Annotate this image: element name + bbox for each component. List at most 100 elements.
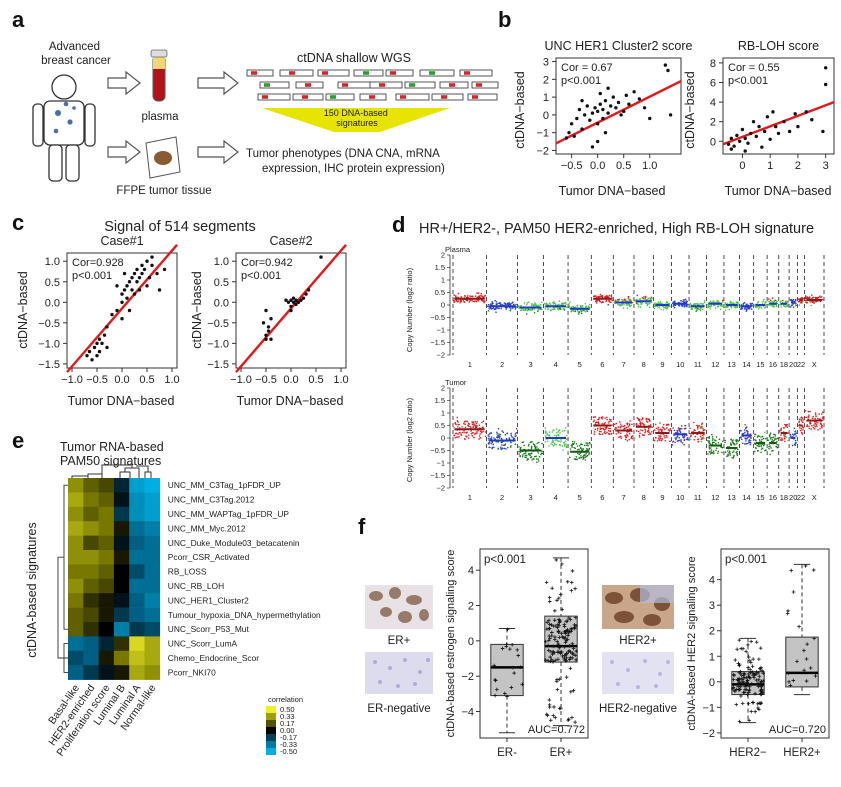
data-point (740, 701, 745, 706)
cn-point (457, 421, 459, 423)
cn-point (593, 433, 596, 435)
data-point (127, 308, 132, 313)
plot-frame (555, 57, 682, 155)
data-point (598, 91, 602, 96)
data-point (748, 667, 752, 672)
cn-point (499, 302, 501, 305)
panel-letter-c: c (12, 210, 24, 235)
data-point (547, 618, 551, 623)
cn-point (527, 445, 530, 447)
cn-point (487, 303, 490, 306)
data-point (745, 684, 749, 688)
x-tick-label: −1.0 (230, 374, 252, 386)
x-tick-label: 1.0 (164, 374, 179, 386)
cn-point (545, 432, 547, 434)
cn-point (817, 421, 819, 424)
cn-point (764, 437, 767, 440)
cn-point (642, 434, 645, 437)
cn-point (731, 456, 734, 459)
cn-point (505, 448, 507, 450)
data-point (751, 119, 756, 124)
cn-point (480, 431, 483, 434)
read-mark (262, 95, 268, 99)
cn-point (634, 299, 637, 302)
data-point (127, 280, 132, 284)
cn-point (721, 451, 723, 454)
cn-point (782, 299, 784, 302)
heatmap-row-label: Tumour_hypoxia_DNA_hypermethylation (168, 610, 321, 620)
cn-point (785, 436, 788, 438)
data-point (666, 68, 670, 73)
cn-point (511, 435, 513, 438)
data-point (557, 596, 561, 600)
cn-point (464, 438, 466, 441)
heatmap-cell (129, 593, 145, 608)
cn-point (608, 427, 610, 430)
data-point (570, 569, 575, 573)
data-point (787, 680, 791, 684)
cn-point (577, 313, 580, 315)
cn-point (692, 421, 695, 424)
chrom-label: 2 (500, 493, 504, 502)
cn-point (480, 294, 482, 297)
cn-point (684, 424, 687, 427)
data-point (306, 288, 311, 292)
data-point (567, 717, 571, 721)
chrom-label: 4 (554, 493, 558, 502)
cn-point (672, 440, 675, 443)
cn-point (484, 431, 487, 433)
cn-point (644, 431, 646, 434)
x-tick-label: −0.5 (86, 374, 108, 386)
cn-point (648, 418, 650, 420)
cn-point (469, 299, 471, 302)
cn-point (661, 438, 664, 440)
data-point (791, 590, 796, 594)
data-point (130, 288, 134, 292)
cn-point (640, 303, 642, 306)
data-point (574, 624, 578, 628)
cn-point (648, 302, 651, 305)
cn-point (626, 439, 629, 442)
cn-point (703, 301, 706, 304)
cn-point (585, 452, 587, 455)
cn-point (546, 440, 549, 443)
data-point (556, 629, 561, 633)
plasma-label: plasma (141, 111, 179, 123)
cn-point (782, 430, 785, 433)
cn-point (609, 301, 612, 304)
data-point (555, 679, 559, 684)
cn-point (680, 438, 682, 441)
cn-point (653, 439, 656, 442)
patient-label: Advanced breast cancer (41, 41, 111, 67)
cn-point (758, 438, 761, 441)
cn-point (599, 293, 602, 296)
cn-point (745, 440, 747, 442)
cn-point (716, 301, 719, 303)
cn-point (477, 300, 480, 302)
cn-point (598, 416, 601, 419)
y-tick-label: 0 (709, 677, 715, 689)
cn-point (715, 439, 717, 442)
cn-point (744, 424, 746, 426)
heatmap-cell (68, 521, 84, 536)
correlation-annotation: Cor=0.942 (241, 257, 293, 269)
data-point (570, 580, 574, 585)
data-point (823, 66, 828, 70)
cn-point (666, 436, 668, 438)
data-point (741, 680, 745, 685)
cn-point (708, 436, 711, 438)
cn-point (608, 301, 611, 303)
cn-point (563, 429, 566, 432)
cn-point (665, 307, 668, 310)
cn-point (808, 425, 810, 427)
data-point (574, 649, 578, 653)
chrom-label: 8 (642, 493, 646, 502)
data-point (616, 100, 621, 105)
cn-point (699, 435, 702, 438)
cn-point (558, 429, 561, 432)
cn-point (630, 304, 633, 307)
data-point (568, 666, 573, 671)
cn-point (804, 299, 807, 302)
data-point (601, 107, 605, 112)
cn-point (654, 423, 657, 426)
